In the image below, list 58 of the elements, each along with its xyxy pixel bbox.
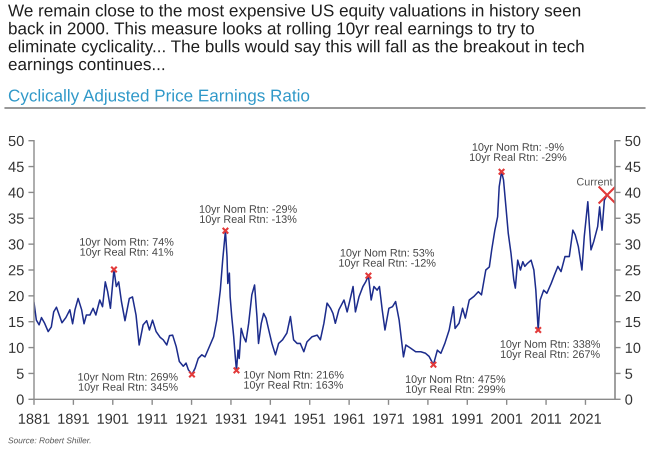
chart-subtitle: Cyclically Adjusted Price Earnings Ratio	[8, 89, 310, 105]
x-tick-label: 1981	[412, 414, 444, 424]
annotation: 10yr Nom Rtn: 338% 10yr Real Rtn: 267%	[500, 340, 600, 360]
point	[534, 326, 542, 334]
y2-tick-label: 25	[625, 265, 640, 276]
annotation: 10yr Nom Rtn: 216% 10yr Real Rtn: 163%	[244, 370, 344, 391]
annotation: 10yr Nom Rtn: 74% 10yr Real Rtn: 41%	[80, 238, 174, 258]
y-tick-label: 45	[8, 162, 24, 172]
point	[498, 168, 506, 176]
annotation: 10yr Nom Rtn: -29% 10yr Real Rtn: -13%	[200, 205, 297, 226]
annotation: 10yr Nom Rtn: 475% 10yr Real Rtn: 299%	[406, 375, 506, 396]
y2-tick-label: 30	[625, 239, 640, 250]
x-tick-label: 1901	[98, 414, 128, 424]
point	[222, 226, 230, 235]
x-tick-label: 2011	[531, 414, 562, 424]
y-tick-label: 50	[8, 136, 24, 146]
x-tick-label: 1911	[138, 414, 168, 424]
x-tick-label: 1891	[58, 414, 89, 424]
point	[188, 370, 196, 378]
annotation: 10yr Nom Rtn: -9% 10yr Real Rtn: -29%	[470, 143, 566, 164]
x-tick-label: 1991	[452, 414, 483, 424]
y2-tick-label: 15	[626, 316, 640, 328]
y2-tick-label: 10	[626, 342, 640, 354]
x-tick-label: 1971	[373, 414, 404, 424]
point	[364, 272, 372, 280]
chart-title: We remain close to the most expensive US equity valuations in history seen back in 2000. This measure looks at rolling 10yr real earnings to try to eliminate cyclicality... The bulls would say this will fall as the breakout in tech earnings continues...	[8, 4, 584, 74]
y-tick-label: 20	[8, 290, 24, 302]
y2-tick-label: 50	[625, 136, 640, 146]
y-tick-label: 10	[9, 342, 24, 354]
y2-tick-label: 20	[625, 290, 640, 302]
y2-tick-label: 5	[625, 368, 632, 379]
x-tick-label: 1951	[294, 414, 326, 424]
series-label: Current	[576, 178, 612, 186]
x-tick-label: 1961	[334, 414, 365, 424]
y-tick-label: 30	[8, 239, 24, 250]
source-note: Source: Robert Shiller.	[8, 437, 90, 444]
point	[430, 360, 438, 368]
x-tick-label: 1941	[255, 414, 286, 424]
y-tick-label: 35	[8, 213, 24, 224]
y-tick-label: 0	[16, 394, 24, 405]
x-tick-label: 2021	[570, 414, 601, 424]
y2-tick-label: 45	[625, 162, 640, 172]
y-tick-label: 25	[8, 265, 24, 276]
y2-tick-label: 40	[625, 188, 640, 198]
point	[110, 266, 118, 274]
annotation: 10yr Nom Rtn: 269% 10yr Real Rtn: 345%	[78, 372, 178, 393]
x-tick-label: 2001	[491, 414, 522, 424]
point	[598, 185, 615, 205]
x-tick-label: 1921	[176, 414, 208, 424]
y2-tick-label: 35	[625, 213, 640, 224]
y-tick-label: 5	[16, 368, 24, 379]
y2-tick-label: 0	[625, 394, 632, 405]
annotation: 10yr Nom Rtn: 53% 10yr Real Rtn: -12%	[339, 248, 436, 269]
x-tick-label: 1881	[18, 414, 50, 424]
y-tick-label: 15	[9, 316, 24, 328]
x-tick-label: 1931	[216, 414, 246, 424]
y-tick-label: 40	[8, 188, 24, 198]
point	[232, 366, 240, 374]
